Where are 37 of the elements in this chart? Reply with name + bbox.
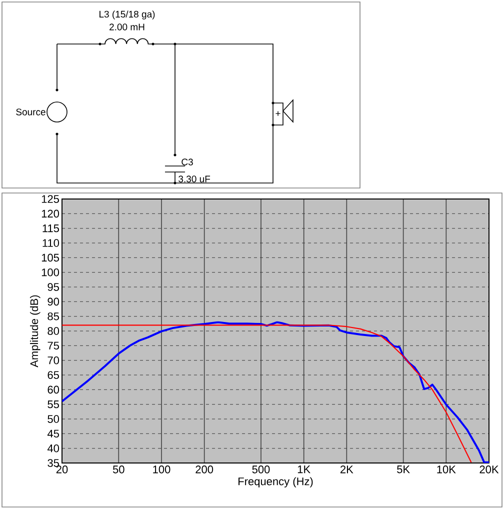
text: 2.00 mH [110,24,144,30]
text: Source [16,108,46,116]
x-tick-label: 200 [196,466,214,474]
x-axis-title: Frequency (Hz) [238,477,313,488]
x-tick-label: 5K [397,466,410,474]
y-tick-label: 50 [48,415,60,423]
y-tick-label: 80 [48,327,60,335]
x-tick-label: 100 [153,466,170,474]
x-tick-label: 20 [56,466,68,474]
y-tick-label: 90 [48,298,60,306]
text: 3.30 uF [178,176,210,182]
y-tick-label: 125 [42,195,59,203]
x-tick-label: 20K [480,466,499,474]
text: C3 [182,158,193,166]
y-tick-label: 60 [48,386,60,394]
y-tick-label: 75 [48,342,59,350]
y-tick-label: 110 [42,239,60,247]
y-tick-label: 35 [48,459,59,467]
x-tick-label: 2K [340,466,354,474]
y-axis-title: Amplitude (dB) [30,295,40,368]
y-tick-label: 120 [42,210,60,218]
y-tick-label: 85 [48,312,59,320]
x-tick-label: 500 [252,466,270,474]
y-tick-label: 70 [48,356,60,364]
y-tick-label: 100 [42,268,60,276]
y-tick-label: 40 [47,444,60,452]
y-tick-label: 95 [48,283,59,291]
x-tick-label: 50 [112,466,124,474]
x-tick-label: 1K [298,466,310,474]
y-tick-label: 65 [48,371,59,379]
x-tick-label: 10K [437,466,456,474]
y-tick-label: 45 [47,430,59,438]
text: L3 (15/18 ga) [100,10,155,20]
text: + [276,111,280,116]
y-tick-label: 55 [48,400,59,408]
y-tick-label: 105 [42,254,59,262]
y-tick-label: 115 [42,224,59,232]
